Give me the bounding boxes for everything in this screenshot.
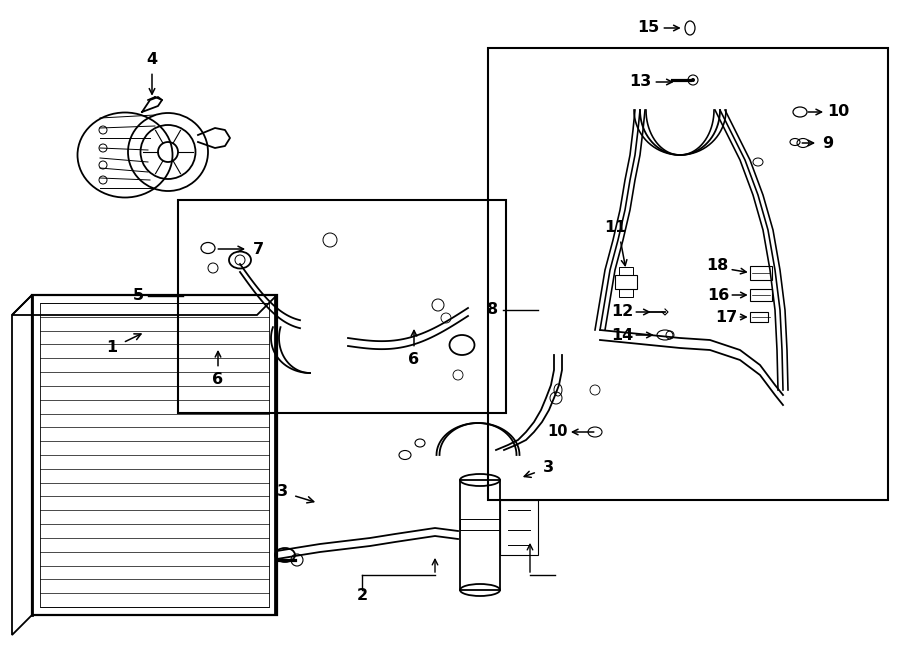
Bar <box>750 312 768 322</box>
Bar <box>619 289 633 297</box>
Text: 18: 18 <box>706 258 728 274</box>
Text: 8: 8 <box>488 303 499 317</box>
Text: 2: 2 <box>356 588 367 603</box>
Text: 10: 10 <box>548 424 568 440</box>
Text: 15: 15 <box>637 20 659 36</box>
Text: 13: 13 <box>629 75 651 89</box>
Bar <box>460 518 500 529</box>
Text: 3: 3 <box>276 485 314 503</box>
Text: 11: 11 <box>604 221 626 235</box>
Text: 7: 7 <box>252 241 264 256</box>
Text: 14: 14 <box>611 327 633 342</box>
Bar <box>178 200 506 413</box>
Bar <box>615 275 637 289</box>
Text: 16: 16 <box>706 288 729 303</box>
Bar <box>750 289 772 301</box>
Bar <box>488 48 888 500</box>
Text: 4: 4 <box>147 52 158 67</box>
Text: 5: 5 <box>132 288 144 303</box>
Text: 1: 1 <box>106 334 141 356</box>
Text: 12: 12 <box>611 305 633 319</box>
Bar <box>460 480 500 590</box>
Text: 10: 10 <box>827 104 849 120</box>
Text: 6: 6 <box>409 352 419 368</box>
Text: 3: 3 <box>524 461 554 477</box>
Bar <box>500 500 538 555</box>
Bar <box>40 303 269 607</box>
Text: 17: 17 <box>715 309 737 325</box>
Circle shape <box>691 78 695 82</box>
Bar <box>750 266 772 280</box>
Bar <box>619 267 633 275</box>
Text: 9: 9 <box>823 136 833 151</box>
Text: 6: 6 <box>212 373 223 387</box>
